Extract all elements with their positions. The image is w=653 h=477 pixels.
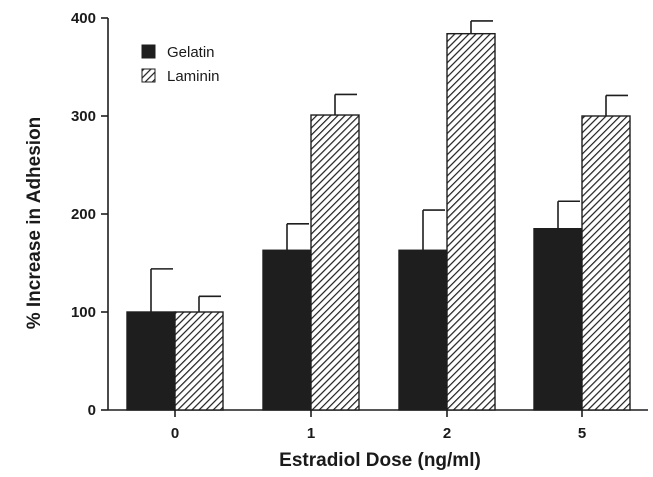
legend-label-laminin: Laminin (167, 68, 220, 85)
legend-label-gelatin: Gelatin (167, 44, 215, 61)
bar-gelatin-0 (126, 311, 176, 411)
bar-laminin-2 (446, 32, 496, 411)
legend-swatch-gelatin (141, 44, 156, 59)
y-tick-label: 100 (71, 304, 96, 321)
bar-laminin-5 (581, 115, 631, 411)
y-tick-label: 300 (71, 108, 96, 125)
y-tick-label: 200 (71, 206, 96, 223)
x-tick-label: 2 (443, 425, 451, 442)
x-axis-title: Estradiol Dose (ng/ml) (279, 450, 481, 471)
y-axis-title: % Increase in Adhesion (24, 117, 45, 330)
bar-gelatin-2 (398, 249, 448, 411)
bar-gelatin-1 (262, 249, 312, 411)
bar-laminin-1 (310, 114, 360, 411)
x-tick-label: 1 (307, 425, 315, 442)
x-tick-label: 5 (578, 425, 586, 442)
x-tick-label: 0 (171, 425, 179, 442)
y-tick-label: 0 (88, 402, 96, 419)
bar-gelatin-5 (533, 227, 583, 411)
y-tick-label: 400 (71, 10, 96, 27)
bar-laminin-0 (174, 311, 224, 411)
legend-swatch-laminin (141, 68, 156, 83)
